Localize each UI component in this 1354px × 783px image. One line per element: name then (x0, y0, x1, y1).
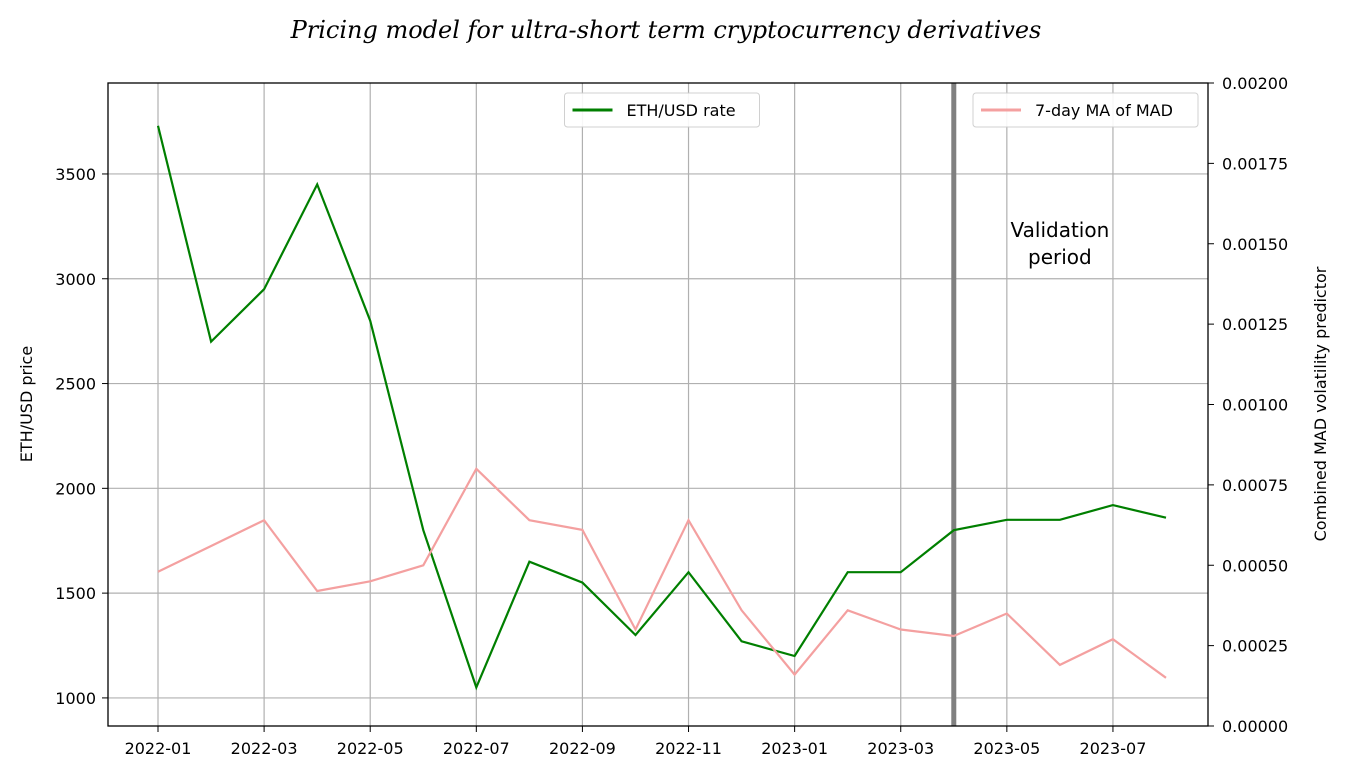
y-axis-label: ETH/USD price (17, 346, 36, 462)
x-tick-label: 2022-01 (125, 739, 192, 758)
x-tick-label: 2023-03 (867, 739, 934, 758)
y2-tick-label: 0.00100 (1222, 396, 1288, 415)
x-tick-label: 2022-07 (443, 739, 510, 758)
y2-tick-label: 0.00000 (1222, 717, 1288, 736)
legend-box (972, 92, 1199, 128)
annotation: Validation (1011, 218, 1110, 242)
x-tick-label: 2023-01 (761, 739, 828, 758)
plot-frame (107, 82, 1209, 727)
y-tick-label: 2500 (55, 375, 96, 394)
y2-tick-label: 0.00200 (1222, 74, 1288, 93)
x-tick-label: 2023-05 (973, 739, 1040, 758)
legend-label: 7-day MA of MAD (1035, 101, 1173, 120)
y-tick-label: 3000 (55, 270, 96, 289)
y2-axis-label: Combined MAD volatility predictor (1311, 266, 1330, 541)
legend-box (564, 92, 760, 128)
x-tick-label: 2022-11 (655, 739, 722, 758)
y2-tick-label: 0.00025 (1222, 637, 1288, 656)
legend: ETH/USD rate (564, 92, 760, 128)
x-tick-label: 2022-09 (549, 739, 616, 758)
y2-tick-label: 0.00075 (1222, 476, 1288, 495)
y-tick-label: 1000 (55, 689, 96, 708)
x-tick-label: 2022-03 (231, 739, 298, 758)
y2-tick-label: 0.00050 (1222, 556, 1288, 575)
legend: 7-day MA of MAD (972, 92, 1199, 128)
annotation: period (1028, 245, 1092, 269)
legend-label: ETH/USD rate (627, 101, 736, 120)
y-tick-label: 1500 (55, 584, 96, 603)
series-line (157, 467, 1167, 679)
x-tick-label: 2023-07 (1080, 739, 1147, 758)
y2-tick-label: 0.00175 (1222, 154, 1288, 173)
y2-tick-label: 0.00125 (1222, 315, 1288, 334)
series-line (156, 125, 1167, 691)
y-tick-label: 3500 (55, 165, 96, 184)
y-tick-label: 2000 (55, 479, 96, 498)
x-tick-label: 2022-05 (337, 739, 404, 758)
y2-tick-label: 0.00150 (1222, 235, 1288, 254)
chart-title: Pricing model for ultra-short term crypt… (290, 16, 1042, 44)
